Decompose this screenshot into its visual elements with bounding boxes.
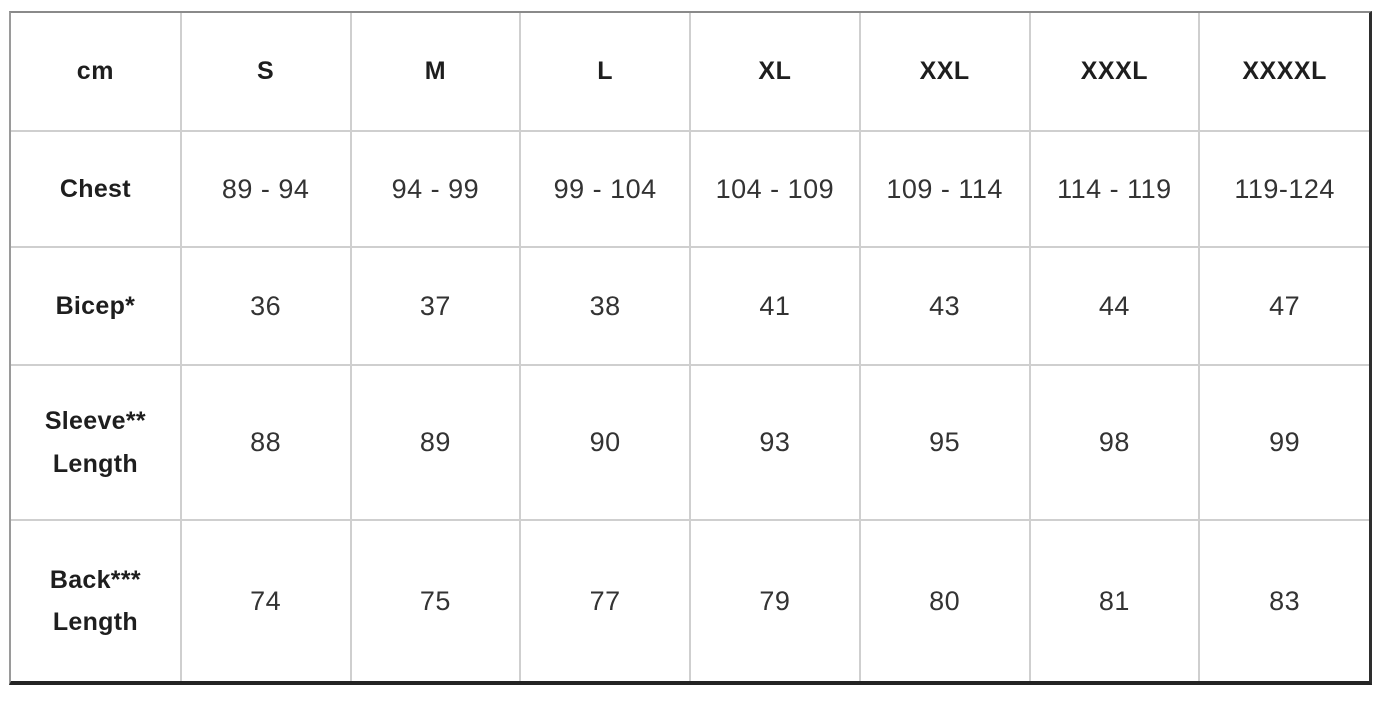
row-label-line2: Length	[52, 449, 138, 478]
back-value-xl: 79	[689, 519, 861, 681]
chest-value-xl: 104 - 109	[689, 130, 861, 248]
bicep-value-xxl: 43	[858, 246, 1031, 366]
sleeve-length-row-label: Sleeve** Length	[11, 364, 182, 521]
back-value-xxxl: 81	[1028, 519, 1201, 681]
row-label-line1: Chest	[59, 174, 131, 203]
back-length-row-label: Back*** Length	[11, 519, 182, 681]
header-row: cm S M L XL XXL XXXL XXXXL	[11, 13, 1369, 132]
size-header-m: M	[349, 13, 522, 132]
sleeve-value-m: 89	[349, 364, 522, 521]
size-header-xl: XL	[689, 13, 861, 132]
row-label-line1: Bicep*	[55, 291, 136, 320]
bicep-value-xxxl: 44	[1028, 246, 1201, 366]
size-chart-container: cm S M L XL XXL XXXL XXXXL Chest 89 - 94…	[9, 11, 1372, 685]
back-length-row: Back*** Length 74 75 77 79 80 81 83	[11, 519, 1369, 681]
sleeve-value-l: 90	[519, 364, 691, 521]
sleeve-value-xxl: 95	[858, 364, 1031, 521]
size-chart-table: cm S M L XL XXL XXXL XXXXL Chest 89 - 94…	[11, 13, 1369, 681]
unit-label-cell: cm	[11, 13, 182, 132]
bicep-value-l: 38	[519, 246, 691, 366]
bicep-value-s: 36	[179, 246, 352, 366]
sleeve-length-row: Sleeve** Length 88 89 90 93 95 98 99	[11, 364, 1369, 521]
size-header-xxl: XXL	[858, 13, 1031, 132]
bicep-row: Bicep* 36 37 38 41 43 44 47	[11, 246, 1369, 366]
bicep-value-xl: 41	[689, 246, 861, 366]
back-value-m: 75	[349, 519, 522, 681]
sleeve-value-s: 88	[179, 364, 352, 521]
back-value-s: 74	[179, 519, 352, 681]
chest-value-m: 94 - 99	[349, 130, 522, 248]
sleeve-value-xxxl: 98	[1028, 364, 1201, 521]
back-value-l: 77	[519, 519, 691, 681]
chest-value-l: 99 - 104	[519, 130, 691, 248]
chest-value-xxl: 109 - 114	[858, 130, 1031, 248]
chest-row: Chest 89 - 94 94 - 99 99 - 104 104 - 109…	[11, 130, 1369, 248]
bicep-row-label: Bicep*	[11, 246, 182, 366]
size-header-l: L	[519, 13, 691, 132]
chest-row-label: Chest	[11, 130, 182, 248]
bicep-value-m: 37	[349, 246, 522, 366]
row-label-line1: Sleeve**	[44, 407, 146, 435]
sleeve-value-xxxxl: 99	[1198, 364, 1369, 521]
chest-value-xxxl: 114 - 119	[1028, 130, 1201, 248]
bicep-value-xxxxl: 47	[1198, 246, 1369, 366]
row-label-line1: Back***	[49, 565, 141, 594]
size-header-xxxl: XXXL	[1028, 13, 1201, 132]
size-header-xxxxl: XXXXL	[1198, 13, 1369, 132]
back-value-xxxxl: 83	[1198, 519, 1369, 681]
sleeve-value-xl: 93	[689, 364, 861, 521]
row-label-line2: Length	[52, 608, 138, 636]
size-header-s: S	[179, 13, 352, 132]
chest-value-xxxxl: 119-124	[1198, 130, 1369, 248]
back-value-xxl: 80	[858, 519, 1031, 681]
chest-value-s: 89 - 94	[179, 130, 352, 248]
